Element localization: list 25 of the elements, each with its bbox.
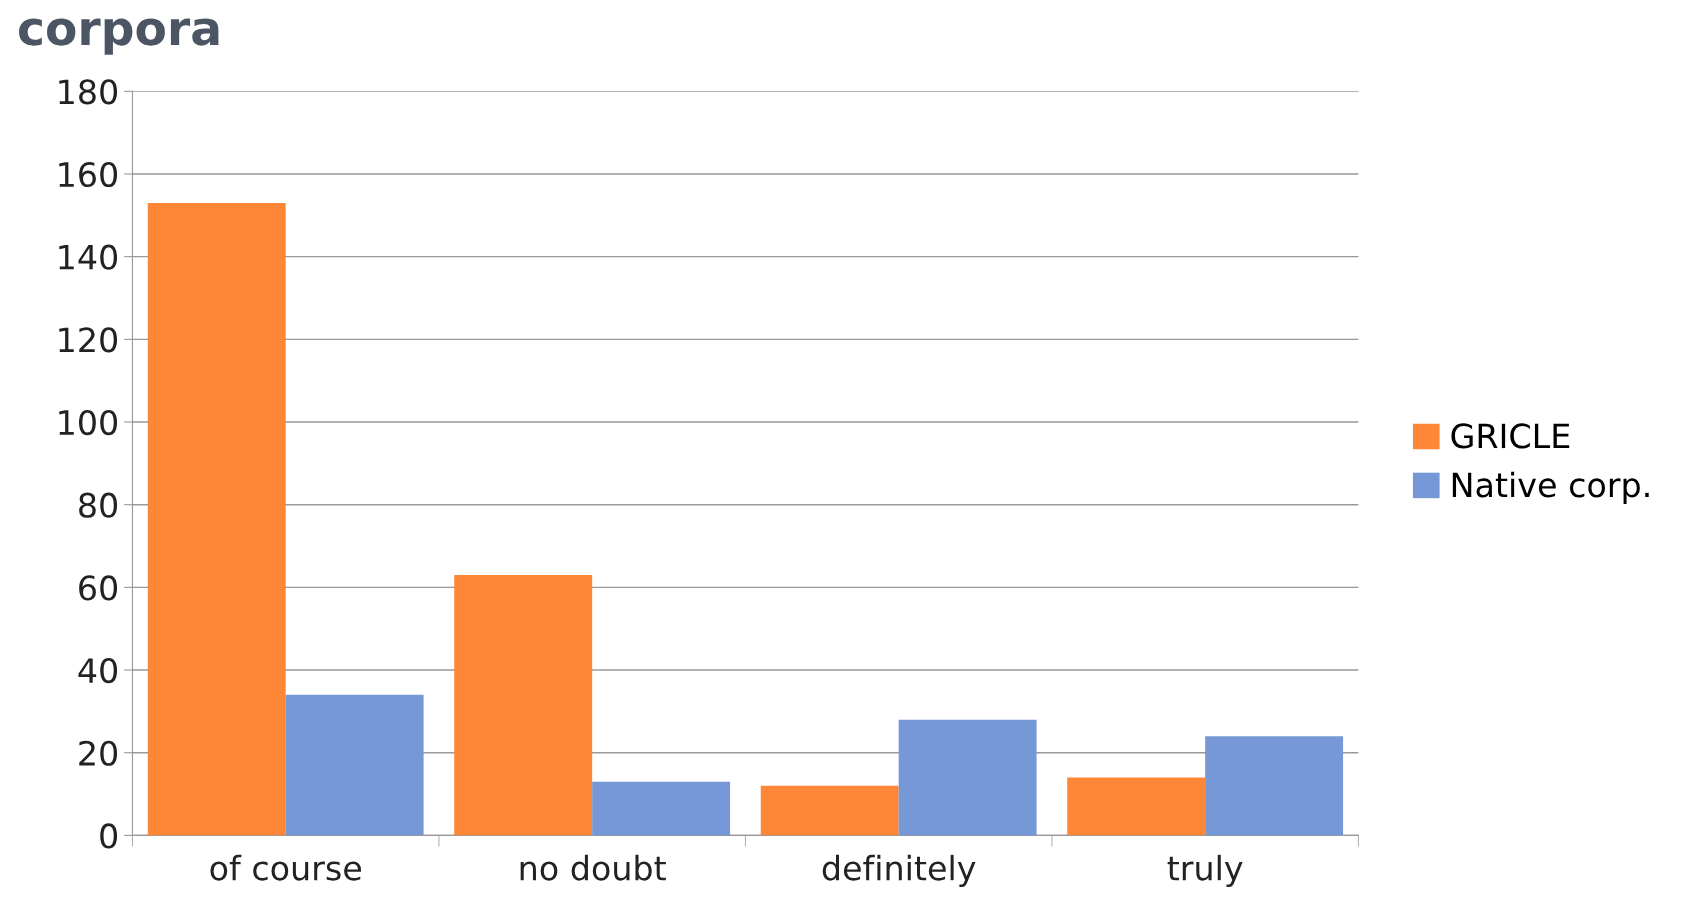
bar bbox=[147, 202, 286, 836]
bar bbox=[1205, 736, 1344, 836]
y-tick-label: 60 bbox=[79, 575, 118, 601]
y-tick-label: 180 bbox=[59, 79, 118, 105]
x-tick-label: no doubt bbox=[520, 854, 666, 881]
bar bbox=[898, 719, 1037, 836]
y-tick-label: 0 bbox=[100, 823, 118, 849]
legend-label: GRICLE bbox=[1451, 423, 1570, 449]
y-tick-label: 120 bbox=[59, 327, 118, 353]
y-tick-label: 80 bbox=[79, 492, 118, 518]
chart-title: corpora bbox=[19, 18, 219, 55]
x-tick-label: of course bbox=[210, 854, 361, 881]
y-tick-label: 140 bbox=[59, 244, 118, 270]
y-tick-label: 160 bbox=[59, 161, 118, 188]
bar bbox=[1067, 777, 1206, 836]
x-tick-label: truly bbox=[1167, 854, 1243, 888]
bar bbox=[760, 785, 899, 836]
legend-label: Native corp. bbox=[1452, 471, 1649, 504]
y-tick-label: 100 bbox=[59, 409, 118, 436]
y-tick-label: 40 bbox=[78, 657, 118, 684]
bar bbox=[285, 694, 424, 836]
x-tick-label: definitely bbox=[822, 854, 976, 888]
bar bbox=[592, 781, 731, 836]
bar bbox=[454, 574, 593, 836]
y-tick-label: 20 bbox=[79, 740, 118, 766]
